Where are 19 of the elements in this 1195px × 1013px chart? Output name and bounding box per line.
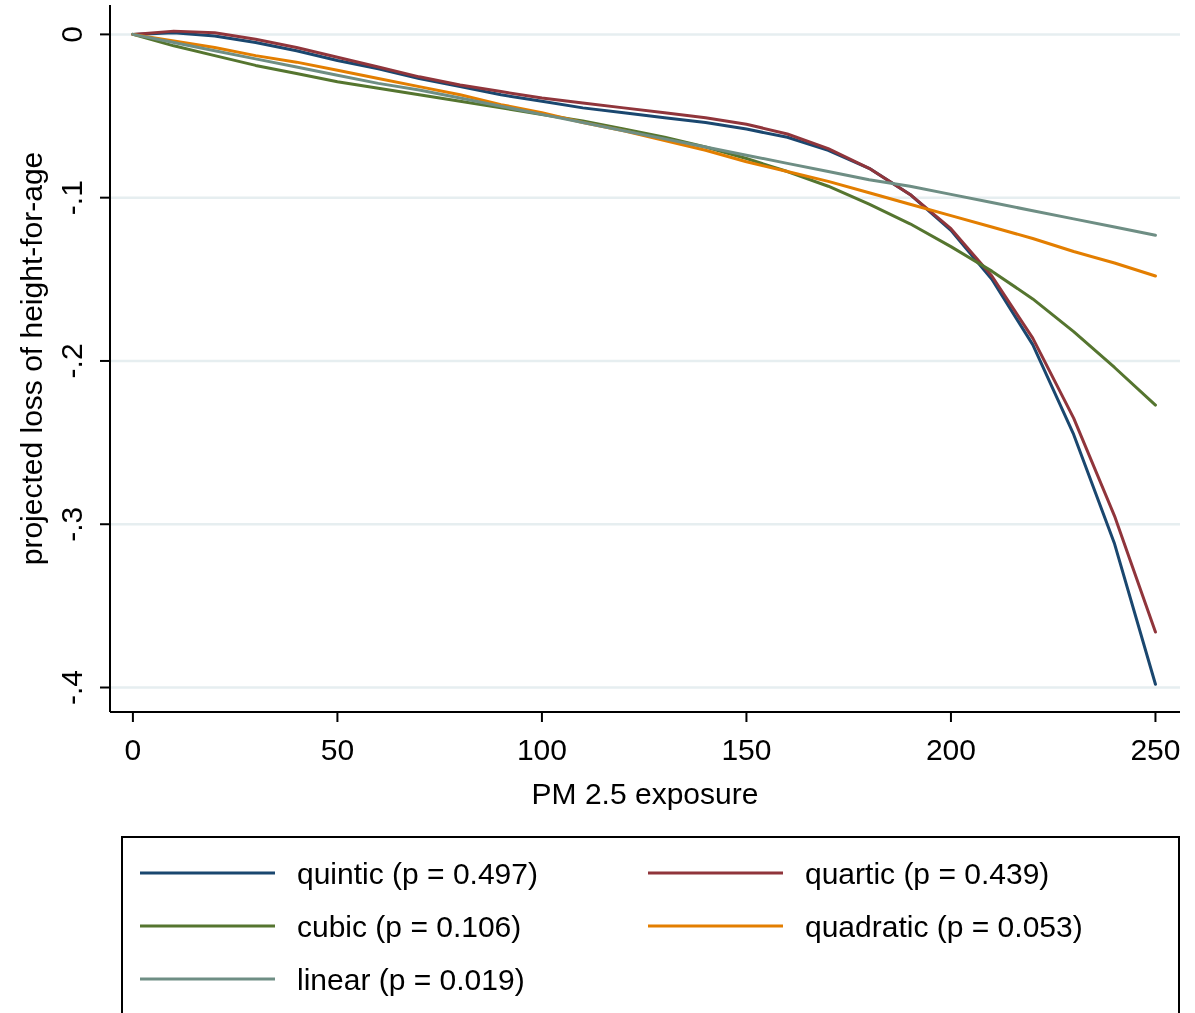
legend-label: linear (p = 0.019) <box>297 963 525 996</box>
line-series <box>131 32 1157 237</box>
y-tick-label: -.2 <box>55 343 88 379</box>
x-tick-label: 250 <box>1130 733 1181 766</box>
y-tick-label: -.3 <box>55 506 88 542</box>
x-tick-label: 100 <box>516 733 567 766</box>
y-tick-label: -.4 <box>55 670 88 706</box>
x-tick-label: 50 <box>320 733 355 766</box>
y-tick-label: -.1 <box>55 180 88 216</box>
x-axis-title: PM 2.5 exposure <box>531 777 759 810</box>
legend-label: quintic (p = 0.497) <box>297 857 538 890</box>
legend-label: quadratic (p = 0.053) <box>805 910 1083 943</box>
legend-label: cubic (p = 0.106) <box>297 910 522 943</box>
legend-label: quartic (p = 0.439) <box>805 857 1050 890</box>
x-tick-label: 0 <box>124 733 142 766</box>
x-tick-label: 150 <box>721 733 772 766</box>
y-axis-title: projected loss of height-for-age <box>15 151 48 566</box>
y-tick-label: 0 <box>55 26 88 43</box>
x-tick-label: 200 <box>925 733 976 766</box>
